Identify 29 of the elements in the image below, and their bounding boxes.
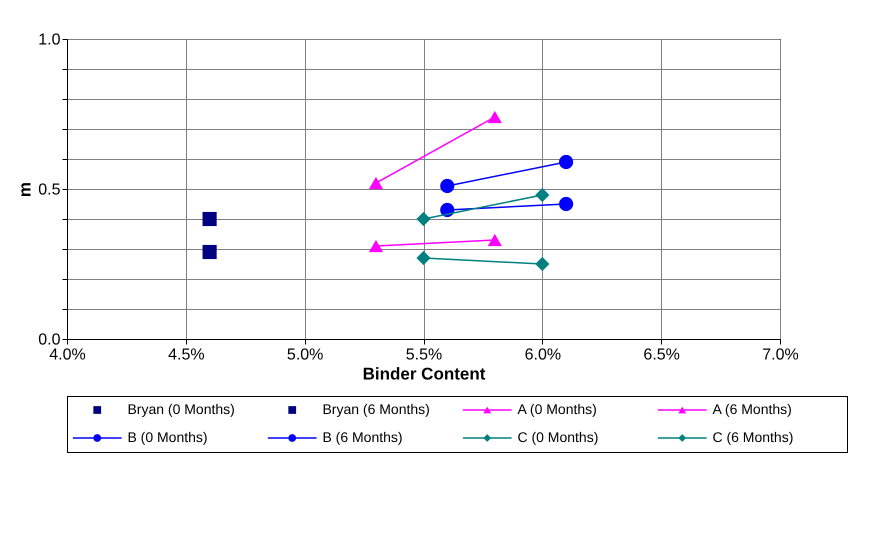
x-tick-label: 4.0% — [49, 346, 86, 364]
point — [535, 188, 550, 202]
point — [202, 212, 217, 226]
y-tick-label: 1.0 — [38, 32, 61, 48]
x-tick-label: 4.5% — [168, 346, 205, 364]
legend-label: C (6 Months) — [712, 429, 794, 445]
point — [416, 212, 431, 226]
x-tick-label: 7.0% — [762, 346, 799, 364]
legend-label: B (6 Months) — [322, 429, 403, 445]
x-tick-label: 5.5% — [406, 346, 442, 364]
point — [416, 250, 431, 266]
legend-label: A (0 Months) — [517, 401, 597, 417]
x-axis-title: Binder Content — [362, 364, 486, 384]
x-tick-label: 5.0% — [286, 346, 324, 364]
y-tick-label: 0.5 — [38, 182, 61, 198]
y-tick-label: 0.0 — [38, 332, 61, 348]
legend-label: A (6 Months) — [712, 401, 792, 417]
legend-label: B (0 Months) — [127, 429, 208, 445]
x-tick-label: 6.5% — [643, 346, 680, 364]
point — [535, 256, 550, 272]
x-tick-label: 6.0% — [524, 346, 562, 364]
legend-label: C (0 Months) — [517, 429, 598, 445]
point — [559, 196, 574, 212]
point — [202, 244, 217, 260]
point — [559, 154, 574, 170]
legend-label: Bryan (6 Months) — [322, 401, 430, 417]
y-axis-title: m — [15, 182, 34, 198]
legend-label: Bryan (0 Months) — [127, 401, 235, 417]
point — [440, 178, 454, 194]
